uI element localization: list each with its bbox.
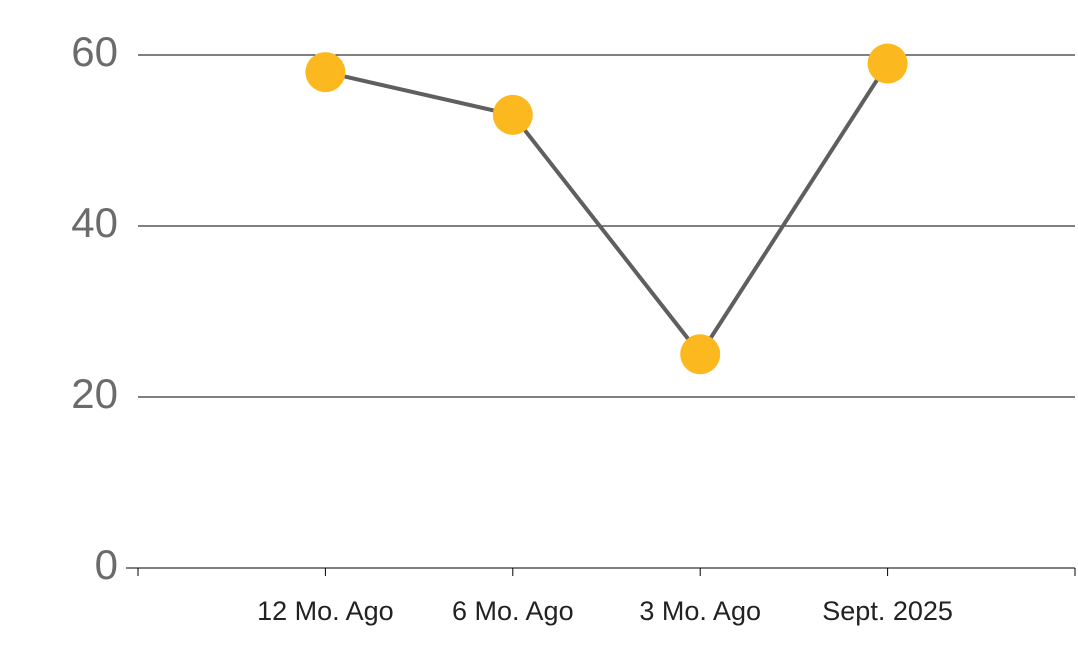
point-marker [680,334,721,375]
x-tick-label: 3 Mo. Ago [639,596,761,626]
y-tick-label: 20 [71,370,118,417]
point-marker [305,52,346,93]
x-tick-label: Sept. 2025 [822,596,953,626]
point-marker [867,43,908,84]
x-tick-label: 6 Mo. Ago [452,596,574,626]
point-marker [492,94,533,135]
y-tick-label: 40 [71,199,118,246]
series-line [324,62,890,358]
y-tick-label: 0 [95,541,118,588]
x-tick-label: 12 Mo. Ago [257,596,394,626]
y-tick-label: 60 [71,28,118,75]
